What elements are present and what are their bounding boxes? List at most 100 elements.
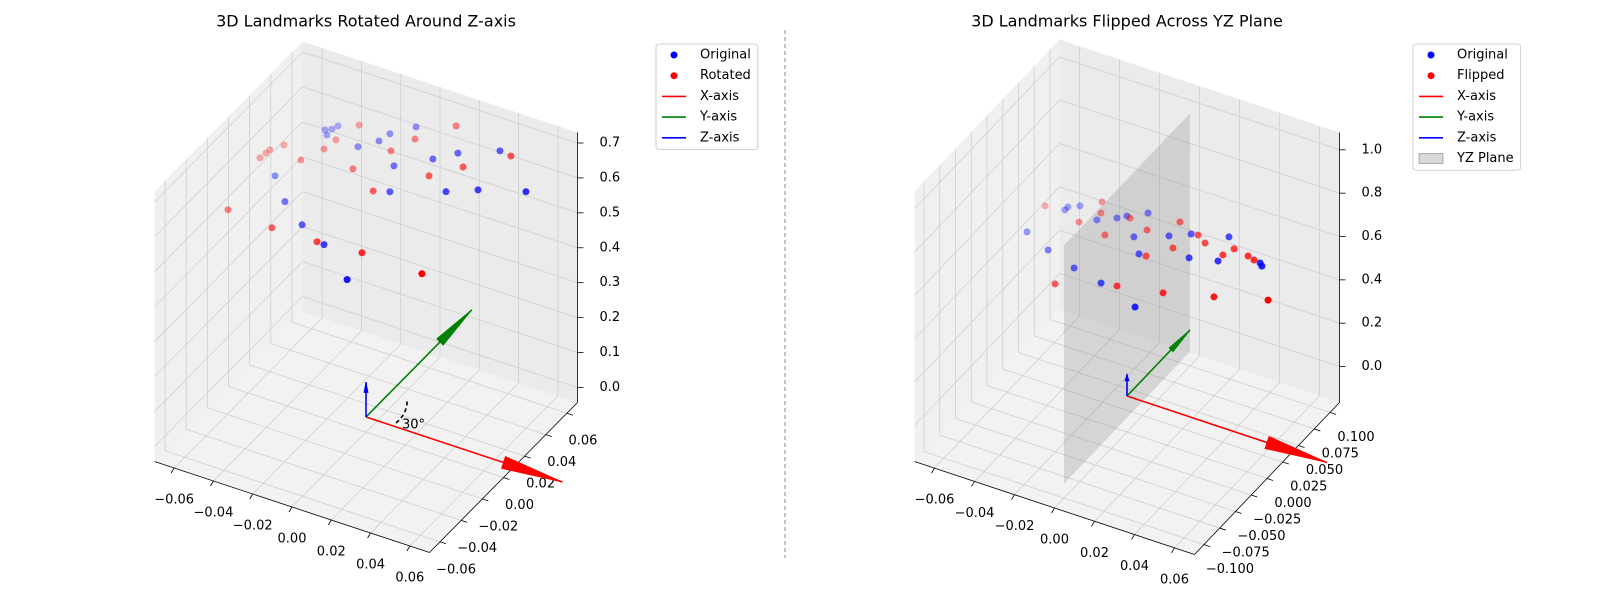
landmark-point [321, 126, 329, 134]
landmark-point [429, 155, 437, 163]
y-tick-label: 0.04 [547, 455, 576, 470]
landmark-point [328, 125, 336, 133]
legend-label: Rotated [700, 68, 751, 83]
landmark-point [418, 270, 426, 278]
grid-line [207, 407, 483, 500]
x-tick [249, 493, 254, 500]
z-tick-label: 0.4 [600, 240, 621, 255]
x-tick [327, 519, 332, 526]
landmark-point [343, 276, 351, 284]
legend-box [1412, 43, 1522, 171]
landmark-point [1250, 256, 1258, 264]
landmark-point [320, 241, 328, 249]
x-tick-label: −0.06 [915, 493, 955, 508]
landmark-point [1144, 209, 1152, 217]
arrow-head [1264, 435, 1328, 463]
grid-line [154, 261, 303, 412]
arrow-head [363, 381, 369, 393]
y-tick-label: 0.06 [568, 434, 597, 449]
z-tick-label: 0.1 [600, 345, 621, 360]
landmark-point [268, 224, 276, 232]
grid-line [302, 156, 578, 249]
x-tick-label: 0.04 [356, 558, 385, 573]
landmark-point [387, 147, 395, 155]
x-tick [1011, 494, 1015, 500]
x-tick [1051, 507, 1055, 514]
arrow-head [1168, 329, 1191, 353]
grid-line [302, 226, 578, 319]
landmark-point [266, 146, 274, 154]
grid-line [154, 121, 303, 273]
y-tick [1314, 428, 1321, 432]
y-tick-label: −0.02 [478, 519, 518, 534]
landmark-point [1044, 246, 1052, 254]
grid-line [154, 191, 303, 342]
landmark-point [1142, 252, 1150, 260]
y-tick [461, 519, 468, 523]
legend-label: Original [700, 48, 751, 63]
landmark-point [522, 188, 530, 196]
z-tick-label: 0.3 [600, 275, 621, 290]
y-tick [545, 434, 552, 438]
x-tick [210, 480, 214, 487]
legend-label: YZ Plane [1456, 151, 1514, 166]
landmark-point [1131, 303, 1139, 311]
landmark-point [1130, 233, 1138, 241]
landmark-point [1176, 218, 1184, 226]
grid-line [302, 191, 578, 284]
landmark-point [496, 147, 504, 155]
landmark-point [411, 135, 419, 143]
landmark-point [454, 149, 462, 157]
landmark-point [1061, 206, 1069, 214]
landmark-point [474, 186, 482, 194]
landmark-point [1098, 198, 1106, 206]
y-tick-label: 0.02 [526, 477, 555, 492]
grid-line [302, 86, 578, 179]
grid-line [154, 86, 303, 238]
y-tick [1282, 461, 1289, 465]
legend: Original Rotated X-axis Y-axis Z-axis [655, 43, 759, 150]
y-tick [1266, 478, 1274, 481]
landmark-point [280, 141, 288, 149]
grid-line [971, 401, 1252, 496]
x-tick [971, 481, 975, 487]
legend-marker [1418, 153, 1444, 164]
yz-plane [1063, 113, 1191, 484]
landmark-point [224, 206, 232, 214]
landmark-point [425, 172, 433, 180]
legend-label: X-axis [1457, 89, 1496, 104]
arrow-head [501, 456, 563, 483]
grid-line [1059, 99, 1340, 194]
angle-annotation: 30° [402, 418, 425, 433]
grid-line [955, 418, 1236, 512]
landmark-point [1075, 218, 1083, 226]
x-tick-label: 0.02 [1080, 546, 1109, 561]
y-tick [503, 477, 510, 480]
grid-line [164, 450, 441, 543]
x-tick-label: 0.06 [1160, 572, 1189, 587]
landmark-point [358, 249, 366, 257]
x-tick [367, 532, 371, 539]
x-tick [170, 467, 175, 474]
angle-arc [395, 398, 408, 424]
grid-line [1059, 56, 1340, 151]
landmark-point [332, 136, 340, 144]
y-tick-label: 0.050 [1306, 463, 1343, 478]
x-tick [1131, 534, 1135, 540]
legend-marker [1427, 72, 1435, 80]
landmark-point [1041, 202, 1049, 210]
landmark-point [442, 188, 450, 196]
landmark-point [1113, 214, 1121, 222]
legend-label: X-axis [700, 89, 739, 104]
grid-line [291, 321, 568, 414]
landmark-point [1256, 259, 1264, 267]
landmark-point [334, 122, 342, 130]
landmark-point [459, 163, 467, 171]
chart-title: 3D Landmarks Rotated Around Z-axis [216, 12, 516, 31]
legend-marker [670, 51, 678, 59]
z-tick-label: 0.6 [1362, 229, 1383, 244]
grid-line [1059, 273, 1340, 367]
y-tick-label: −0.100 [1206, 562, 1254, 577]
landmark-point [256, 154, 264, 162]
y-tick-label: 0.100 [1337, 430, 1374, 445]
